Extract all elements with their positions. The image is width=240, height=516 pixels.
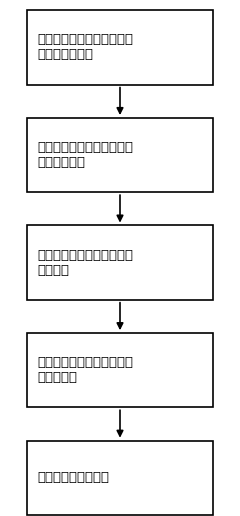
FancyBboxPatch shape <box>28 225 212 300</box>
FancyBboxPatch shape <box>28 333 212 407</box>
Text: 高压端测量模块进行测量，
获得测量数据: 高压端测量模块进行测量， 获得测量数据 <box>37 141 133 169</box>
Text: 高压测量模块通过光纤发送
测量数据: 高压测量模块通过光纤发送 测量数据 <box>37 249 133 277</box>
FancyBboxPatch shape <box>28 441 212 515</box>
Text: 光纤连接高压端测量模块和
低压端显示模块: 光纤连接高压端测量模块和 低压端显示模块 <box>37 34 133 61</box>
FancyBboxPatch shape <box>28 10 212 85</box>
Text: 低压端显示测量数据: 低压端显示测量数据 <box>37 471 109 484</box>
Text: 低压端显示模块通过光纤接
收测量数据: 低压端显示模块通过光纤接 收测量数据 <box>37 356 133 384</box>
FancyBboxPatch shape <box>28 118 212 192</box>
